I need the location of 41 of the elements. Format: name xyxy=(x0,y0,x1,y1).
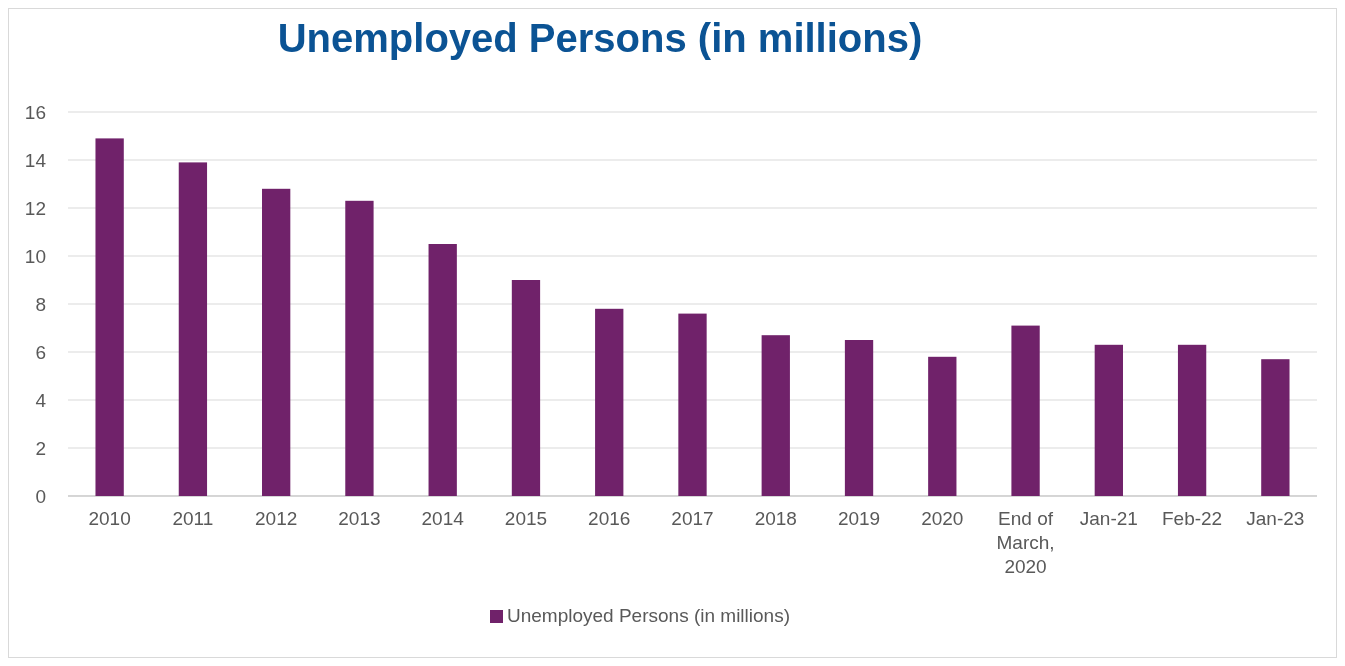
y-tick-label: 0 xyxy=(35,486,46,507)
x-tick-label: Feb-22 xyxy=(1162,508,1223,529)
y-tick-label: 10 xyxy=(24,246,46,267)
y-tick-label: 12 xyxy=(24,198,46,219)
y-tick-label: 16 xyxy=(24,102,46,123)
y-tick-label: 4 xyxy=(35,390,47,411)
bar xyxy=(1011,325,1040,496)
bar xyxy=(844,340,874,496)
x-tick-label: Jan-21 xyxy=(1079,508,1138,529)
x-tick-label: 2011 xyxy=(172,508,214,529)
chart-title: Unemployed Persons (in millions) xyxy=(277,16,923,60)
bar xyxy=(178,162,208,496)
bar xyxy=(345,200,374,496)
x-tick-label: 2019 xyxy=(837,508,881,529)
x-tick-label: 2013 xyxy=(338,508,381,529)
y-tick-label: 2 xyxy=(35,438,46,459)
y-tick-label: 8 xyxy=(35,294,46,315)
bar xyxy=(1094,344,1123,496)
x-tick-label: 2014 xyxy=(421,508,465,529)
x-tick-label: 2020 xyxy=(921,508,964,529)
bar xyxy=(761,335,790,496)
y-tick-label: 6 xyxy=(35,342,46,363)
bar xyxy=(678,313,707,496)
x-tick-label: 2017 xyxy=(671,508,714,529)
bar xyxy=(595,308,624,496)
x-tick-label: 2018 xyxy=(754,508,797,529)
x-tick-label: Jan-23 xyxy=(1246,508,1305,529)
bar xyxy=(1177,344,1207,496)
bar xyxy=(428,244,457,496)
x-tick-label: 2010 xyxy=(88,508,131,529)
bar xyxy=(928,356,957,496)
legend-label: Unemployed Persons (in millions) xyxy=(507,605,790,626)
x-tick-label: 2015 xyxy=(504,508,548,529)
x-tick-label: 2012 xyxy=(255,508,298,529)
x-tick-label: 2016 xyxy=(588,508,631,529)
bar xyxy=(511,280,541,496)
bar xyxy=(95,138,124,496)
y-tick-label: 14 xyxy=(24,150,47,171)
bar xyxy=(1261,359,1290,496)
bar xyxy=(262,188,291,496)
x-tick-label: End of March, 2020 xyxy=(996,508,1055,577)
